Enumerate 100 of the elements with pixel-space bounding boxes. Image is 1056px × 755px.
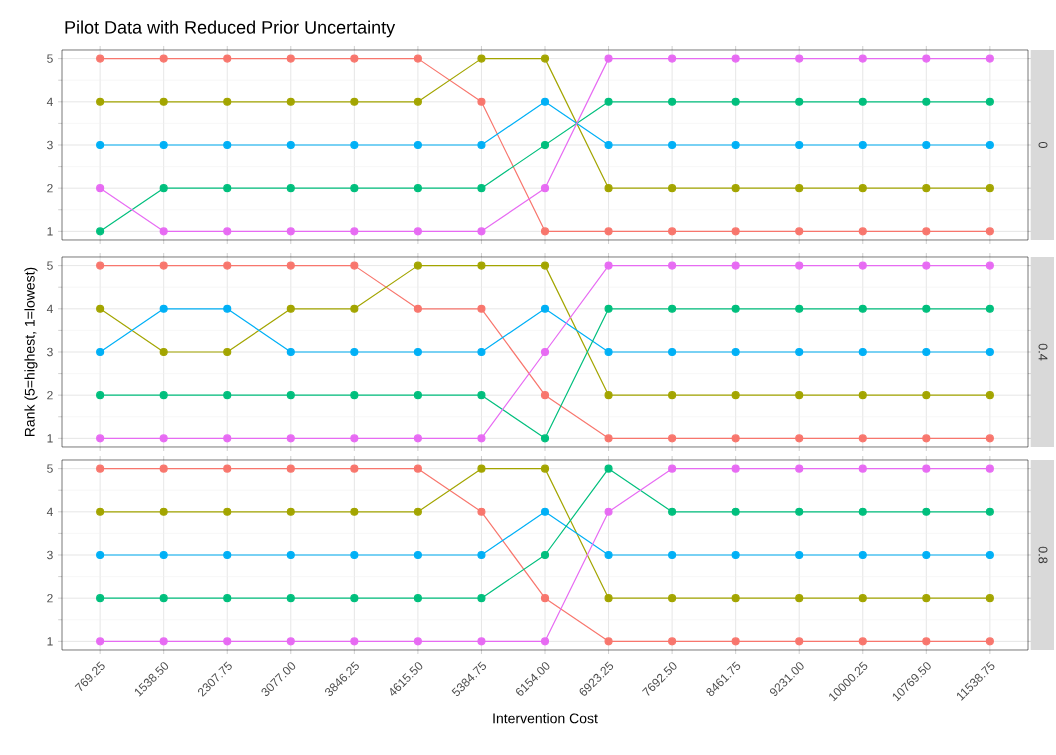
point	[731, 184, 740, 193]
point	[731, 261, 740, 270]
point	[477, 227, 486, 236]
point	[540, 261, 550, 270]
point	[858, 507, 867, 516]
point	[985, 140, 994, 150]
point	[223, 227, 232, 236]
point	[985, 594, 994, 603]
point	[159, 347, 168, 357]
y-tick-label: 2	[47, 390, 53, 400]
point	[604, 97, 613, 106]
point	[159, 637, 168, 646]
point	[858, 637, 867, 646]
point	[668, 304, 677, 313]
point	[731, 507, 740, 516]
point	[604, 507, 613, 516]
point	[413, 434, 422, 443]
point	[286, 550, 295, 560]
point	[795, 97, 804, 106]
point	[540, 594, 550, 603]
point	[985, 391, 994, 400]
y-tick-label: 5	[47, 261, 53, 270]
point	[604, 140, 613, 150]
y-tick-label: 2	[47, 183, 53, 193]
point	[985, 184, 994, 193]
point	[795, 227, 804, 236]
point	[795, 550, 804, 560]
point	[795, 464, 804, 473]
point	[858, 227, 867, 236]
point	[286, 304, 295, 313]
point	[540, 507, 550, 516]
point	[223, 347, 232, 357]
point	[477, 594, 486, 603]
y-tick-label: 3	[47, 347, 53, 357]
y-tick-label: 4	[46, 304, 53, 313]
point	[858, 54, 867, 63]
point	[350, 347, 359, 357]
y-tick-label: 1	[47, 434, 53, 443]
point	[540, 227, 550, 236]
point	[223, 594, 232, 603]
point	[350, 594, 359, 603]
point	[477, 637, 486, 646]
point	[96, 594, 105, 603]
point	[922, 304, 931, 313]
point	[858, 464, 867, 473]
point	[159, 304, 168, 313]
point	[985, 507, 994, 516]
point	[159, 140, 168, 150]
point	[159, 97, 168, 106]
point	[540, 434, 550, 443]
point	[985, 97, 994, 106]
point	[922, 347, 931, 357]
point	[668, 391, 677, 400]
point	[922, 464, 931, 473]
point	[922, 507, 931, 516]
y-tick-label: 1	[47, 227, 53, 236]
point	[540, 347, 550, 357]
point	[413, 594, 422, 603]
point	[604, 304, 613, 313]
point	[985, 304, 994, 313]
point	[985, 261, 994, 270]
y-tick-label: 5	[47, 464, 53, 473]
point	[159, 464, 168, 473]
point	[477, 54, 486, 63]
point	[731, 347, 740, 357]
point	[668, 184, 677, 193]
point	[223, 637, 232, 646]
point	[286, 261, 295, 270]
point	[795, 261, 804, 270]
point	[350, 97, 359, 106]
point	[668, 261, 677, 270]
point	[731, 550, 740, 560]
point	[604, 391, 613, 400]
point	[922, 140, 931, 150]
point	[477, 507, 486, 516]
point	[795, 347, 804, 357]
point	[413, 304, 422, 313]
point	[668, 464, 677, 473]
point	[96, 507, 105, 516]
point	[858, 140, 867, 150]
point	[223, 464, 232, 473]
point	[668, 550, 677, 560]
point	[286, 227, 295, 236]
point	[604, 227, 613, 236]
point	[413, 97, 422, 106]
point	[477, 304, 486, 313]
point	[858, 184, 867, 193]
point	[477, 464, 486, 473]
point	[604, 550, 613, 560]
point	[540, 54, 550, 63]
point	[350, 637, 359, 646]
y-tick-label: 4	[46, 97, 53, 106]
point	[477, 97, 486, 106]
point	[795, 391, 804, 400]
point	[985, 637, 994, 646]
point	[413, 550, 422, 560]
point	[540, 97, 550, 106]
point	[858, 594, 867, 603]
point	[413, 140, 422, 150]
point	[96, 637, 105, 646]
